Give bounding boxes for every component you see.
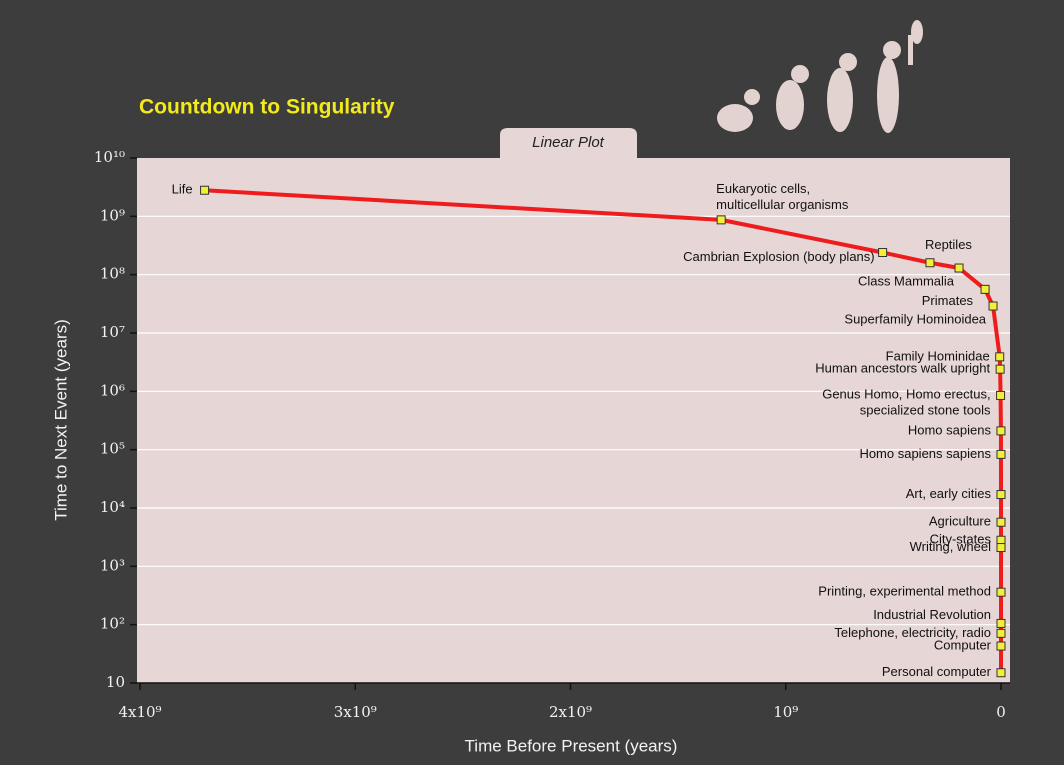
data-point: [996, 587, 1006, 597]
point-label: Superfamily Hominoidea: [844, 311, 986, 326]
point-label: Industrial Revolution: [873, 607, 991, 622]
y-tick-label: 10³: [100, 556, 125, 574]
y-tick-label: 10²: [100, 615, 125, 633]
plot-area: [137, 158, 1010, 683]
x-tick-label: 3x10⁹: [334, 703, 377, 721]
data-point: [996, 618, 1006, 628]
y-tick-label: 10⁹: [100, 206, 125, 224]
point-label: Writing, wheel: [910, 539, 992, 554]
x-tick-label: 2x10⁹: [549, 703, 592, 721]
point-label-line: multicellular organisms: [716, 197, 849, 212]
point-label-line: Eukaryotic cells,: [716, 181, 810, 196]
x-tick-label: 10⁹: [773, 703, 798, 721]
y-axis-label: Time to Next Event (years): [51, 319, 70, 521]
data-point: [996, 668, 1006, 678]
y-tick-label: 10⁶: [100, 381, 125, 399]
point-label: Human ancestors walk upright: [815, 361, 990, 376]
data-point: [996, 543, 1006, 553]
point-label: Personal computer: [882, 664, 992, 679]
data-point: [716, 215, 726, 225]
point-label: Homo sapiens sapiens: [859, 446, 991, 461]
point-label: Primates: [922, 293, 974, 308]
point-label: Family Hominidae: [886, 348, 990, 363]
y-tick-label: 10⁸: [100, 265, 125, 283]
plot-mode-label: Linear Plot: [532, 134, 605, 151]
point-label: City-states: [930, 532, 992, 547]
tab: [500, 128, 637, 158]
point-label: Agriculture: [929, 514, 991, 529]
data-point: [988, 301, 998, 311]
y-tick-label: 10¹⁰: [94, 148, 125, 166]
y-tick-label: 10⁴: [100, 498, 125, 516]
data-point: [996, 517, 1006, 527]
data-point: [200, 185, 210, 195]
y-tick-label: 10⁷: [100, 323, 125, 341]
data-point: [878, 247, 888, 257]
point-label: Eukaryotic cells, multicellular organisms: [716, 181, 849, 212]
point-label: Genus Homo, Homo erectus, specialized sto…: [822, 387, 991, 418]
data-point: [954, 263, 964, 273]
point-label: Computer: [934, 637, 992, 652]
data-point: [996, 490, 1006, 500]
x-tick-label: 4x10⁹: [118, 703, 161, 721]
data-point: [996, 641, 1006, 651]
point-label-line: Genus Homo, Homo erectus,: [822, 387, 990, 402]
x-tick-label: 0: [996, 703, 1006, 721]
data-point: [995, 352, 1005, 362]
point-label: Art, early cities: [906, 486, 992, 501]
point-label: Reptiles: [925, 237, 972, 252]
data-point: [996, 390, 1006, 400]
chart-title: Countdown to Singularity: [139, 96, 395, 119]
y-tick-label: 10: [106, 673, 125, 691]
data-point: [995, 364, 1005, 374]
data-point: [996, 628, 1006, 638]
data-point: [925, 258, 935, 268]
y-tick-label: 10⁵: [100, 440, 125, 458]
data-point: [980, 284, 990, 294]
point-label: Printing, experimental method: [818, 584, 991, 599]
data-point: [996, 426, 1006, 436]
evolution-figures: [717, 20, 923, 133]
point-label: Homo sapiens: [908, 422, 992, 437]
point-label: Telephone, electricity, radio: [834, 625, 991, 640]
point-label: Life: [172, 182, 193, 197]
x-axis-label: Time Before Present (years): [465, 736, 678, 755]
point-label-line: specialized stone tools: [860, 403, 991, 418]
point-label: Class Mammalia: [858, 273, 955, 288]
point-label: Cambrian Explosion (body plans): [683, 249, 874, 264]
data-point: [996, 449, 1006, 459]
